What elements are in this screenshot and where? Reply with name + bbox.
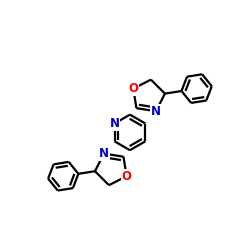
Text: N: N — [151, 105, 161, 118]
Text: N: N — [110, 117, 120, 130]
Text: O: O — [128, 82, 138, 95]
Text: O: O — [122, 170, 132, 183]
Text: N: N — [99, 147, 109, 160]
